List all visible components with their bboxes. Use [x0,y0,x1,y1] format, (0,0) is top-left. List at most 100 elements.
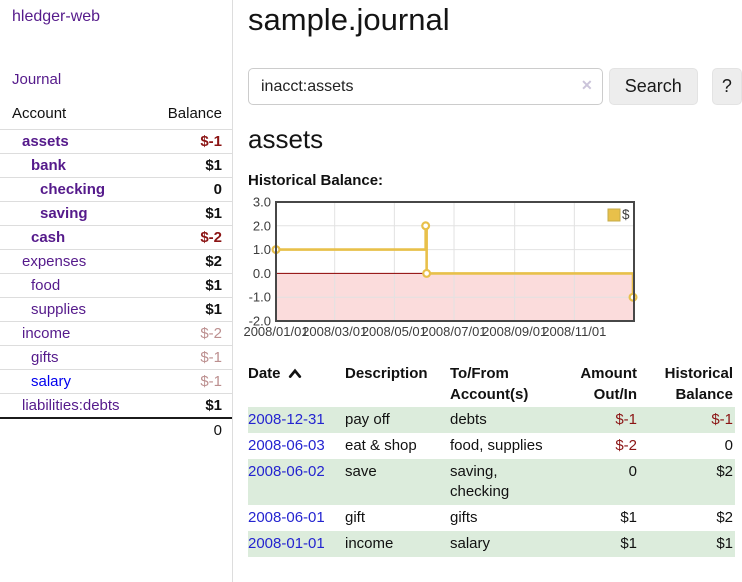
account-link-food[interactable]: food [31,277,61,294]
account-link-assets[interactable]: assets [22,133,69,150]
table-row: 2008-12-31 pay off debts $-1 $-1 [248,407,735,433]
column-header-accounts: To/From Account(s) [450,365,529,403]
date-cell: 2008-06-01 [248,505,345,531]
transaction-date-link[interactable]: 2008-06-02 [248,463,325,480]
transaction-date-link[interactable]: 2008-06-03 [248,437,325,454]
svg-text:2008/07/01: 2008/07/01 [421,324,486,339]
svg-text:-1.0: -1.0 [249,290,271,305]
account-row: supplies $1 [0,297,232,321]
column-header-description: Description [345,365,428,382]
account-row: salary $-1 [0,369,232,393]
account-balance: $1 [205,157,222,174]
account-link-gifts[interactable]: gifts [31,349,59,366]
description-cell: income [345,535,394,552]
balance-cell: $2 [716,509,733,526]
svg-text:2008/01/01: 2008/01/01 [243,324,308,339]
svg-text:1.0: 1.0 [253,242,271,257]
search-button[interactable]: Search [608,68,698,105]
chart-title: Historical Balance: [248,172,384,189]
balance-cell: 0 [724,437,733,454]
account-row: income $-2 [0,321,232,345]
amount-cell: $-2 [615,437,637,454]
brand-link[interactable]: hledger-web [12,8,101,25]
account-row: food $1 [0,273,232,297]
account-tree-header: Account Balance [0,101,232,129]
search-input-wrap: ✕ [248,68,603,105]
sort-ascending-icon [288,368,301,378]
account-balance: $1 [205,277,222,294]
svg-text:2.0: 2.0 [253,218,271,233]
account-row: liabilities:debts $1 [0,393,232,417]
account-link-expenses[interactable]: expenses [22,253,87,270]
account-link-saving[interactable]: saving [40,205,88,222]
account-balance: $1 [205,397,222,414]
account-heading: assets [248,124,324,154]
account-balance: $-1 [200,133,222,150]
description-cell: eat & shop [345,437,417,454]
main-content: sample.journal ✕ Search ? assets Histori… [243,0,742,557]
account-row: saving $1 [0,201,232,225]
svg-text:3.0: 3.0 [253,195,271,210]
amount-cell: $1 [620,509,637,526]
help-button[interactable]: ? [711,68,742,105]
accounts-cell: debts [450,411,487,428]
date-cell: 2008-12-31 [248,407,345,433]
description-cell: pay off [345,411,390,428]
account-balance: $-2 [200,325,222,342]
svg-text:2008/11/01: 2008/11/01 [542,324,606,339]
balance-cell: $1 [716,535,733,552]
amount-cell: $-1 [615,411,637,428]
account-tree: Account Balance assets $-1 bank $1 checking 0… [0,101,232,442]
account-balance: $-1 [200,349,222,366]
historical-balance-chart[interactable]: $3.0 2.0 1.0 0.0 -1.0 -2.02008/01/012008/03/0… [243,195,642,343]
account-row: checking 0 [0,177,232,201]
account-link-bank[interactable]: bank [31,157,67,174]
accounts-cell: food, supplies [450,437,543,454]
transaction-date-link[interactable]: 2008-01-01 [248,535,325,552]
date-cell: 2008-06-02 [248,459,345,505]
clear-search-icon[interactable]: ✕ [580,77,593,93]
column-header-date[interactable]: Date [248,361,345,407]
sidebar: hledger-web Journal Account Balance asse… [0,0,233,582]
account-balance: $2 [205,253,222,270]
accounts-cell: gifts [450,509,478,526]
svg-text:0.0: 0.0 [253,266,271,281]
account-balance: $1 [205,205,222,222]
account-column-header: Account [12,105,67,122]
balance-cell: $-1 [711,411,733,428]
account-balance: $1 [205,301,222,318]
nav-journal-link[interactable]: Journal [12,71,62,88]
account-balance: $-1 [200,373,222,390]
account-row: cash $-2 [0,225,232,249]
description-cell: gift [345,509,366,526]
table-row: 2008-01-01 income salary $1 $1 [248,531,735,557]
account-rows: assets $-1 bank $1 checking 0 saving $1 cash $-2 e… [0,129,232,417]
register-table: Date Description To/From Account(s) Amou… [248,361,735,557]
account-link-checking[interactable]: checking [40,181,106,198]
svg-text:2008/09/01: 2008/09/01 [482,324,547,339]
column-header-balance: Historical Balance [664,365,733,403]
transaction-date-link[interactable]: 2008-06-01 [248,509,325,526]
account-link-liabilities-debts[interactable]: liabilities:debts [22,397,120,414]
balance-cell: $2 [716,463,733,480]
amount-cell: $1 [620,535,637,552]
svg-text:$: $ [622,207,630,222]
account-row: gifts $-1 [0,345,232,369]
accounts-cell: salary [450,535,491,552]
column-header-amount: Amount Out/In [580,365,637,403]
accounts-cell: saving, checking [450,463,510,500]
account-link-cash[interactable]: cash [31,229,66,246]
transaction-date-link[interactable]: 2008-12-31 [248,411,325,428]
account-link-salary[interactable]: salary [31,373,72,390]
table-row: 2008-06-02 save saving, checking 0 $2 [248,459,735,505]
search-input[interactable] [248,68,603,105]
account-balance: $-2 [200,229,222,246]
account-row: expenses $2 [0,249,232,273]
account-link-supplies[interactable]: supplies [31,301,87,318]
account-link-income[interactable]: income [22,325,71,342]
account-row: assets $-1 [0,129,232,153]
account-total-row: 0 [0,417,232,442]
date-cell: 2008-06-03 [248,433,345,459]
description-cell: save [345,463,377,480]
amount-cell: 0 [628,463,637,480]
